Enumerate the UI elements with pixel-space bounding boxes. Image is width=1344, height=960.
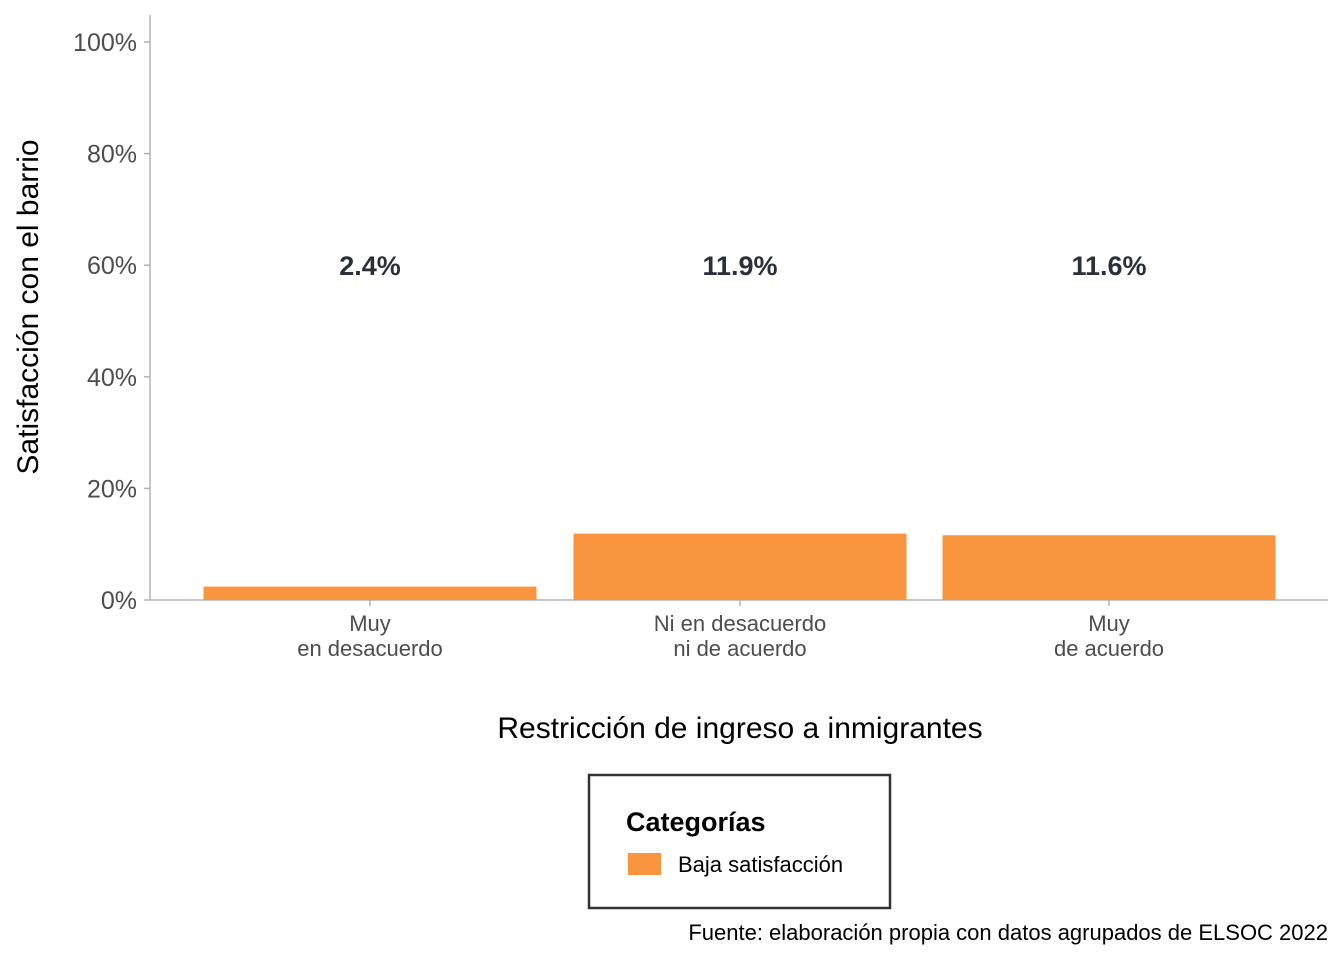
data-label: 11.6% bbox=[1071, 251, 1146, 281]
x-axis-title: Restricción de ingreso a inmigrantes bbox=[497, 712, 982, 745]
y-tick-label: 100% bbox=[73, 29, 137, 57]
bars bbox=[203, 533, 1276, 600]
legend-label: Baja satisfacción bbox=[678, 852, 843, 877]
y-axis-title: Satisfacción con el barrio bbox=[12, 139, 45, 474]
y-tick-label: 0% bbox=[101, 587, 137, 615]
x-tick-label: Muy de acuerdo bbox=[1054, 611, 1164, 661]
bar bbox=[573, 533, 907, 600]
bar bbox=[942, 535, 1276, 600]
y-axis: 0% 20% 40% 60% 80% 100% bbox=[73, 15, 151, 615]
y-tick-label: 60% bbox=[87, 252, 137, 280]
legend: Categorías Baja satisfacción bbox=[587, 773, 892, 910]
legend-title: Categorías bbox=[626, 807, 766, 837]
x-axis: Muy en desacuerdo Ni en desacuerdo ni de ac… bbox=[150, 599, 1328, 661]
legend-swatch bbox=[628, 853, 661, 875]
caption: Fuente: elaboración propia con datos agr… bbox=[688, 920, 1328, 945]
data-label: 11.9% bbox=[702, 251, 777, 281]
y-tick-label: 20% bbox=[87, 475, 137, 503]
bar bbox=[203, 586, 537, 600]
data-label: 2.4% bbox=[339, 251, 401, 281]
y-tick-label: 80% bbox=[87, 141, 137, 169]
data-labels: 2.4% 11.9% 11.6% bbox=[339, 251, 1146, 281]
x-tick-label: Ni en desacuerdo ni de acuerdo bbox=[654, 611, 826, 661]
legend-box bbox=[587, 773, 892, 910]
x-tick-label: Muy en desacuerdo bbox=[297, 611, 443, 661]
y-tick-label: 40% bbox=[87, 364, 137, 392]
